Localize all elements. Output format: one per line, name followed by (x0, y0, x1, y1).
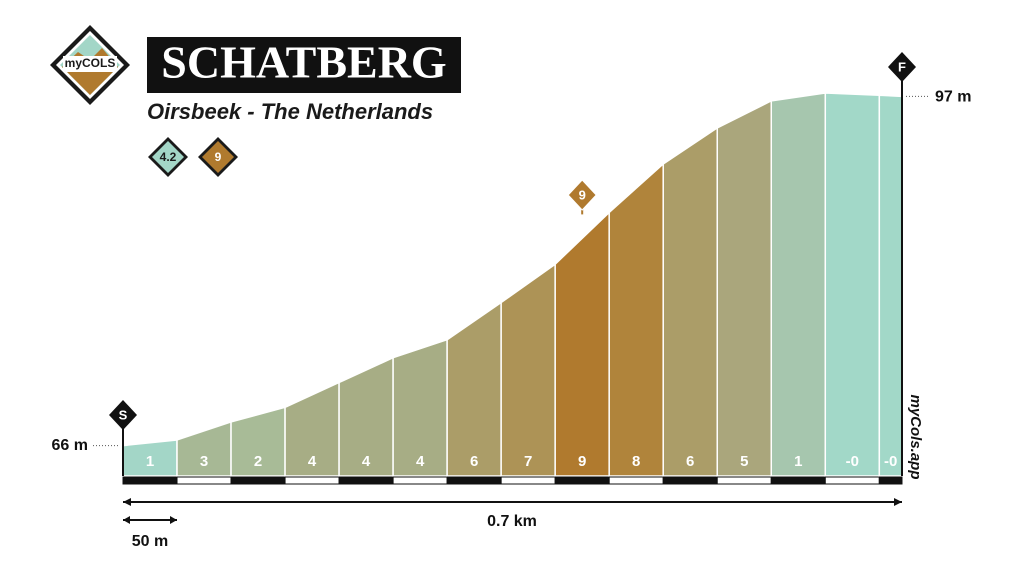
distance-bar (878, 476, 903, 485)
badge-text: 9 (215, 150, 222, 164)
distance-bar (446, 476, 502, 485)
gradient-label: 6 (470, 453, 478, 470)
gradient-label: 1 (794, 453, 802, 470)
arrow-head (123, 498, 131, 506)
arrow-head (894, 498, 902, 506)
segment (716, 99, 773, 477)
finish-elevation: 97 m (935, 89, 971, 106)
gradient-label: 5 (740, 453, 748, 470)
gradient-label: -0 (846, 453, 859, 470)
distance-bar (392, 476, 448, 485)
segment (878, 94, 903, 477)
badge-text: 4.2 (160, 150, 177, 164)
arrow-head (123, 516, 130, 524)
gradient-label: 4 (362, 453, 371, 470)
badge: 4.2 (148, 137, 188, 177)
finish-flag (888, 52, 916, 82)
peak-label: 9 (579, 187, 586, 202)
start-flag-text: S (119, 407, 128, 422)
distance-bar (662, 476, 718, 485)
gradient-label: 4 (308, 453, 317, 470)
arrow-head (170, 516, 177, 524)
distance-bar (554, 476, 610, 485)
gradient-label: 6 (686, 453, 694, 470)
peak-diamond (567, 179, 597, 211)
start-elevation: 66 m (52, 437, 88, 454)
segment (824, 92, 881, 477)
gradient-label: -0 (884, 453, 897, 470)
profile: 1 3 2 4 4 4 6 7 9 8 6 5 1 -0 -0 9 S F 66 m 97 m (52, 52, 971, 485)
logo: myCOLS (50, 25, 130, 105)
title-box (147, 37, 461, 93)
chart-title: SCHATBERG (161, 37, 446, 88)
logo-text: myCOLS (65, 56, 116, 70)
badge: 9 (198, 137, 238, 177)
segment (662, 126, 718, 477)
gradient-label: 9 (578, 453, 586, 470)
gradient-label: 3 (200, 453, 208, 470)
distance-bar (230, 476, 286, 485)
credit: myCols.app (907, 394, 924, 479)
gradient-label: 7 (524, 453, 532, 470)
distance-bar (716, 476, 772, 485)
distance-bar (500, 476, 556, 485)
distance-label: 0.7 km (487, 513, 537, 530)
gradient-label: 4 (416, 453, 425, 470)
finish-flag-text: F (898, 59, 906, 74)
distance-bar (338, 476, 394, 485)
gradient-label: 1 (146, 453, 154, 470)
scale-label: 50 m (132, 533, 168, 550)
gradient-label: 8 (632, 453, 640, 470)
subtitle: Oirsbeek - The Netherlands (147, 99, 433, 124)
distance-bar (176, 476, 232, 485)
segment (608, 162, 664, 477)
segment (770, 92, 827, 477)
distance-bar (608, 476, 664, 485)
gradient-label: 2 (254, 453, 262, 470)
segment (500, 262, 556, 477)
distance-bar (284, 476, 340, 485)
start-flag (109, 400, 137, 430)
distance-bar (770, 476, 826, 485)
distance-bar (824, 476, 880, 485)
distance-bar (122, 476, 178, 485)
